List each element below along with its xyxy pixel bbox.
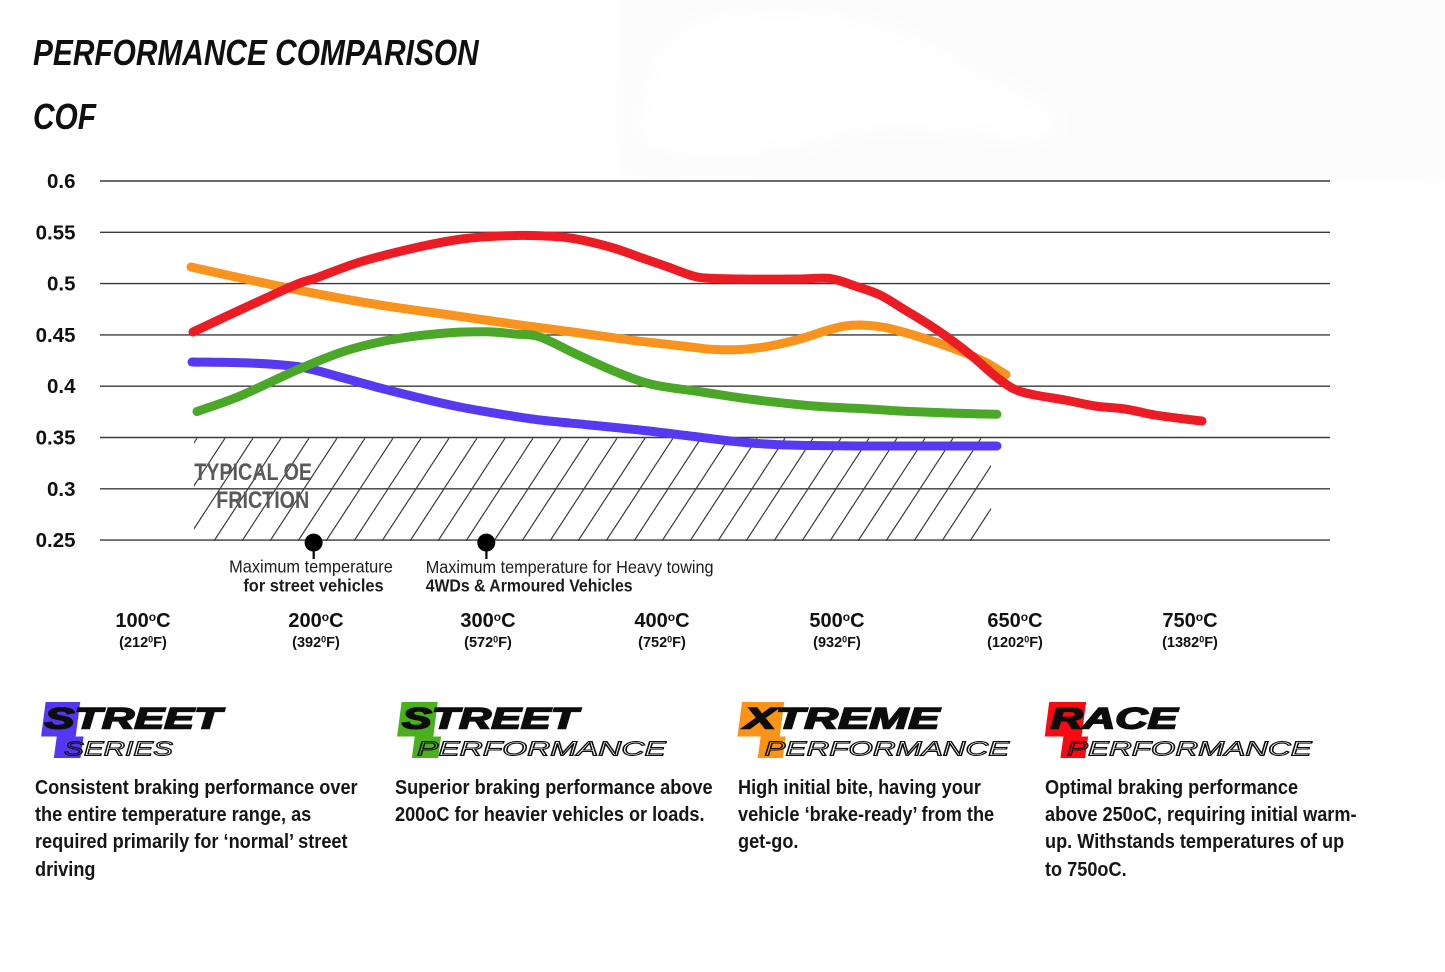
- svg-text:750oC: 750oC: [1162, 610, 1217, 632]
- svg-text:PERFORMANCE: PERFORMANCE: [765, 737, 1010, 760]
- svg-text:300oC: 300oC: [460, 610, 515, 632]
- svg-text:0.4: 0.4: [47, 375, 76, 398]
- svg-text:Maximum temperature: Maximum temperature: [229, 557, 393, 577]
- svg-text:0.25: 0.25: [36, 529, 76, 552]
- svg-text:0.35: 0.35: [36, 427, 76, 450]
- svg-text:4WDs & Armoured Vehicles: 4WDs & Armoured Vehicles: [426, 576, 633, 596]
- svg-text:TYPICAL OE: TYPICAL OE: [194, 458, 312, 486]
- svg-text:(5720F): (5720F): [464, 635, 512, 652]
- svg-text:0.45: 0.45: [36, 324, 76, 347]
- svg-text:Maximum temperature for Heavy: Maximum temperature for Heavy towing: [426, 557, 714, 577]
- svg-text:650oC: 650oC: [987, 610, 1042, 632]
- svg-text:100oC: 100oC: [115, 610, 170, 632]
- svg-text:500oC: 500oC: [809, 610, 864, 632]
- svg-text:STREET: STREET: [45, 702, 225, 736]
- svg-text:0.6: 0.6: [47, 170, 76, 193]
- svg-text:0.55: 0.55: [36, 221, 76, 244]
- svg-text:(9320F): (9320F): [813, 635, 861, 652]
- svg-text:(13820F): (13820F): [1162, 635, 1218, 652]
- svg-text:STREET: STREET: [402, 703, 581, 736]
- svg-text:(12020F): (12020F): [987, 635, 1043, 652]
- svg-text:PERFORMANCE: PERFORMANCE: [1067, 737, 1312, 760]
- svg-text:400oC: 400oC: [634, 610, 689, 632]
- svg-text:0.3: 0.3: [47, 478, 76, 501]
- svg-text:PERFORMANCE: PERFORMANCE: [417, 737, 667, 760]
- svg-text:(7520F): (7520F): [638, 635, 686, 652]
- svg-text:0.5: 0.5: [47, 273, 76, 296]
- svg-text:FRICTION: FRICTION: [216, 486, 309, 514]
- svg-text:(3920F): (3920F): [292, 635, 340, 652]
- svg-text:XTREME: XTREME: [742, 702, 941, 736]
- svg-text:(2120F): (2120F): [119, 635, 167, 652]
- svg-text:SERIES: SERIES: [64, 738, 173, 760]
- svg-text:200oC: 200oC: [288, 610, 343, 632]
- svg-text:RACE: RACE: [1051, 702, 1180, 736]
- svg-text:for street vehicles: for street vehicles: [243, 576, 384, 596]
